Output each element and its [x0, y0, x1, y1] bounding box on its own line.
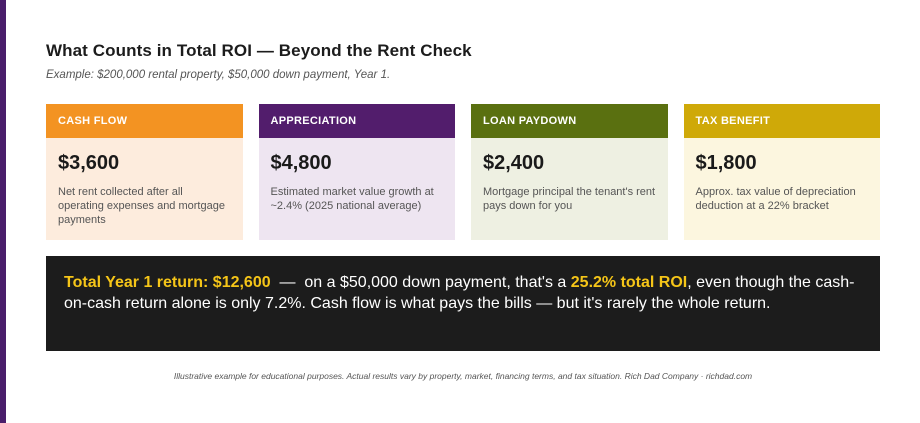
card-description: Estimated market value growth at ~2.4% (… — [270, 186, 434, 212]
card-body: $1,800 Approx. tax value of depreciation… — [683, 138, 880, 240]
card-value: $1,800 — [695, 152, 757, 174]
summary-text-part2: , even though the cash-on-cash return al… — [64, 274, 855, 312]
page-subtitle: Example: $200,000 rental property, $50,0… — [46, 69, 391, 81]
card-value: $3,600 — [58, 152, 120, 174]
summary-total-roi: 25.2% total ROI — [570, 274, 688, 291]
summary-total-return: Total Year 1 return: $12,600 — [64, 274, 271, 291]
card-value: $2,400 — [483, 152, 545, 174]
card-body: $2,400 Mortgage principal the tenant's r… — [471, 138, 668, 240]
card-description: Mortgage principal the tenant's rent pay… — [483, 186, 656, 212]
card-loan-paydown: LOAN PAYDOWN $2,400 Mortgage principal t… — [471, 104, 668, 240]
card-label: CASH FLOW — [46, 104, 243, 138]
card-label: TAX BENEFIT — [683, 104, 880, 138]
card-cash-flow: CASH FLOW $3,600 Net rent collected afte… — [46, 104, 243, 240]
roi-cards: CASH FLOW $3,600 Net rent collected afte… — [46, 104, 880, 240]
left-accent-bar — [0, 0, 6, 423]
card-value: $4,800 — [270, 152, 332, 174]
card-body: $3,600 Net rent collected after all oper… — [46, 138, 243, 240]
card-tax-benefit: TAX BENEFIT $1,800 Approx. tax value of … — [683, 104, 880, 240]
card-appreciation: APPRECIATION $4,800 Estimated market val… — [258, 104, 455, 240]
card-description: Net rent collected after all operating e… — [58, 186, 225, 226]
summary-callout: Total Year 1 return: $12,600 — on a $50,… — [46, 256, 880, 351]
card-label: APPRECIATION — [258, 104, 455, 138]
summary-text-part1: — on a $50,000 down payment, that's a — [270, 274, 571, 291]
card-description: Approx. tax value of depreciation deduct… — [695, 186, 856, 212]
footnote: Illustrative example for educational pur… — [173, 371, 753, 381]
card-label: LOAN PAYDOWN — [471, 104, 668, 138]
card-body: $4,800 Estimated market value growth at … — [258, 138, 455, 240]
page-title: What Counts in Total ROI — Beyond the Re… — [46, 41, 472, 60]
